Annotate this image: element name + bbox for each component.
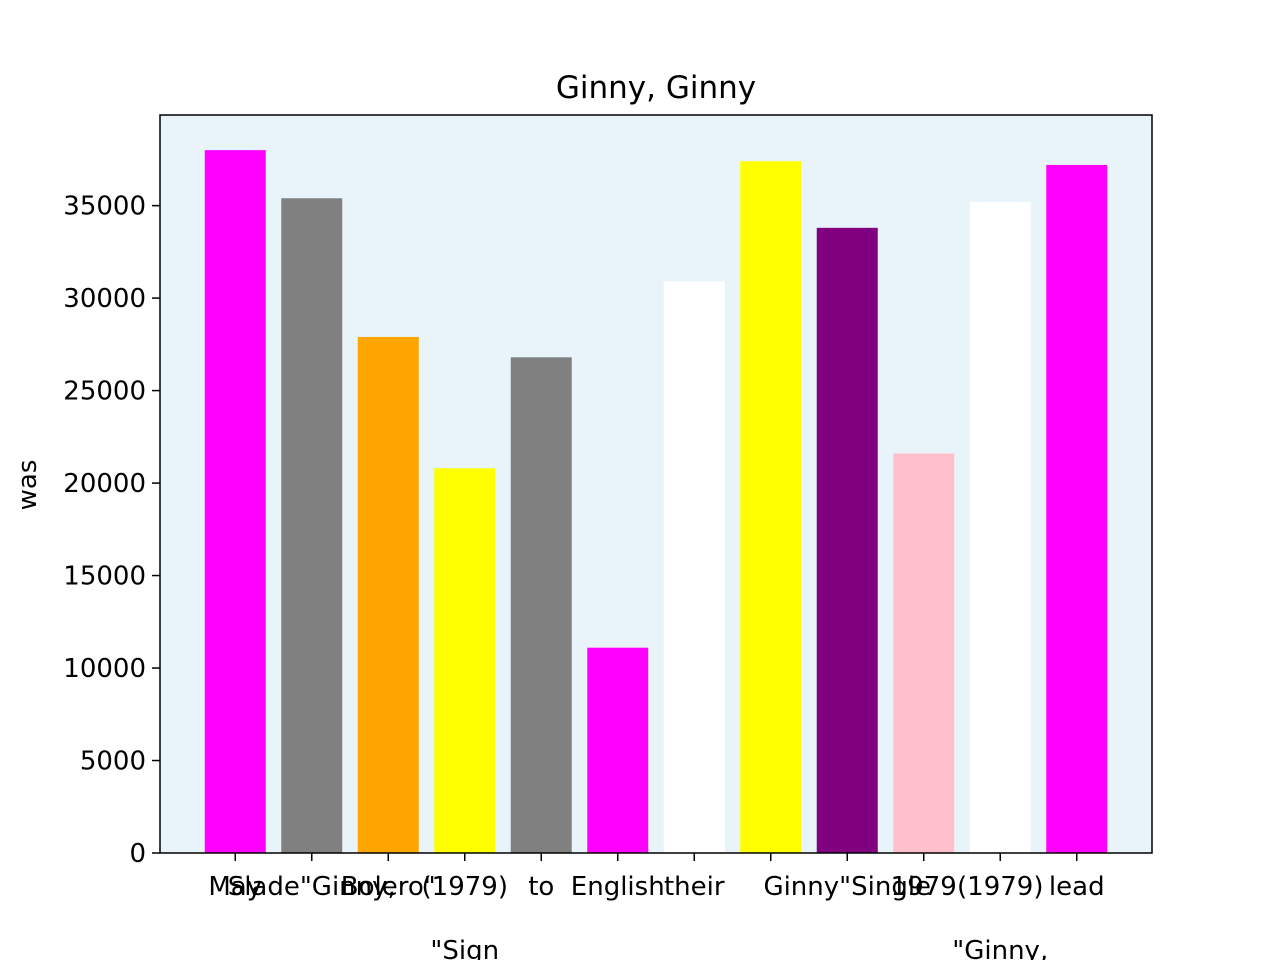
- bar: [434, 468, 496, 853]
- y-axis-label: was: [13, 460, 43, 511]
- y-tick-label: 25000: [63, 377, 146, 407]
- x-tick-label: English: [571, 872, 665, 902]
- bar: [893, 453, 955, 853]
- bar: [1046, 164, 1108, 854]
- bar: [816, 227, 878, 853]
- x-tick-label: May: [208, 872, 262, 902]
- bar: [663, 281, 725, 853]
- plot-frame: [159, 114, 1153, 854]
- y-tick-label: 0: [129, 839, 146, 869]
- bar: [740, 161, 802, 853]
- y-tick-label: 30000: [63, 284, 146, 314]
- x-tick-label: lead: [1049, 872, 1105, 902]
- chart-title: Ginny, Ginny: [556, 70, 756, 106]
- x-tick-label: to: [528, 872, 554, 902]
- x-tick-label: (1979) "Ginny,: [952, 872, 1048, 960]
- y-tick-label: 5000: [80, 747, 146, 777]
- bar: [357, 336, 419, 853]
- bar: [510, 357, 572, 853]
- x-tick-label: Slade"Ginny,: [228, 872, 396, 902]
- bar: [587, 647, 649, 853]
- y-tick-label: 15000: [63, 562, 146, 592]
- y-tick-label: 10000: [63, 654, 146, 684]
- x-tick-label: 1979: [891, 872, 957, 902]
- bar: [281, 198, 343, 853]
- bar: [969, 201, 1031, 854]
- bar: [204, 150, 266, 854]
- y-tick-label: 35000: [63, 192, 146, 222]
- x-tick-label: Ginny"Single: [763, 872, 931, 902]
- y-tick-label: 20000: [63, 469, 146, 499]
- x-tick-label: Bolero": [341, 872, 436, 902]
- x-tick-label: (1979) "Sign: [422, 872, 508, 960]
- x-tick-label: their: [664, 872, 725, 902]
